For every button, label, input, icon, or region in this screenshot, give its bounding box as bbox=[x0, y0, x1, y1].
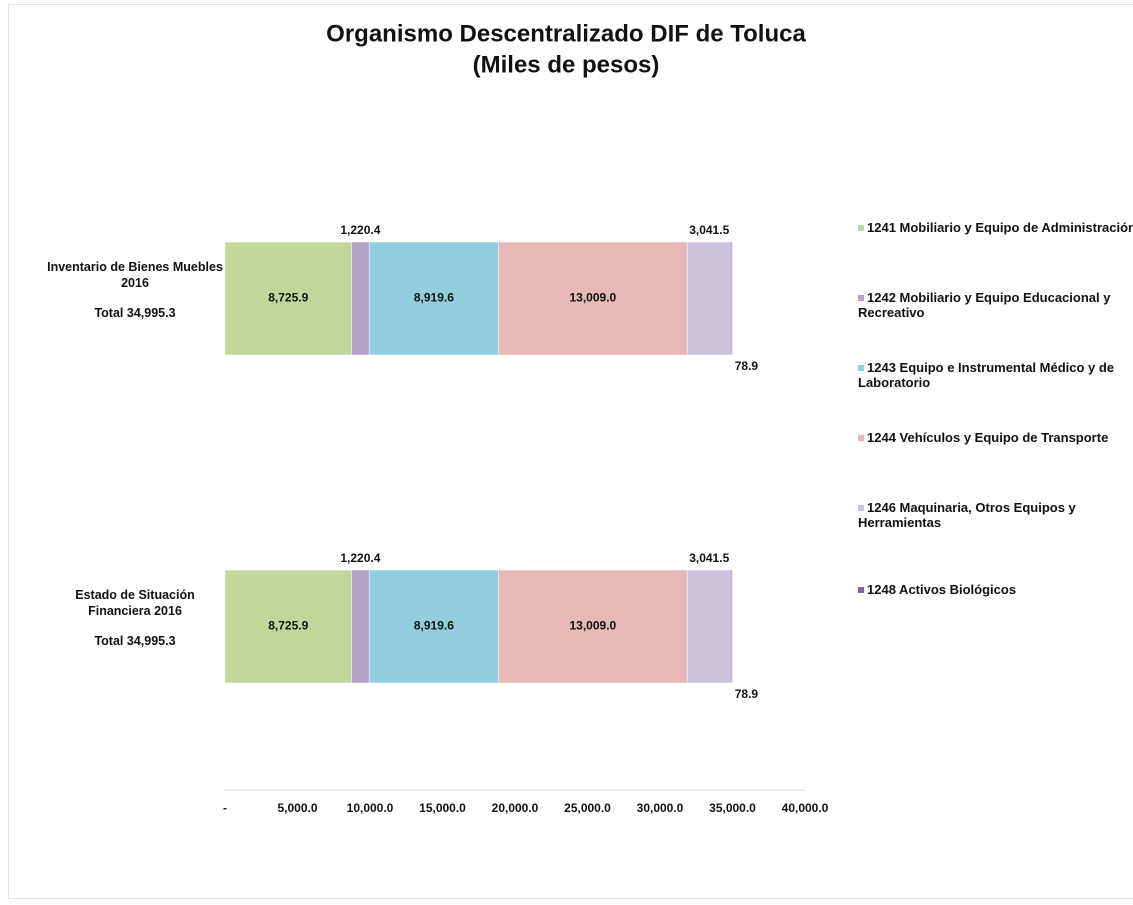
chart-title: Organismo Descentralizado DIF de Toluca bbox=[326, 20, 806, 47]
legend-item: 1241 Mobiliario y Equipo de Administraci… bbox=[858, 220, 1133, 235]
legend-swatch bbox=[858, 365, 864, 371]
chart-subtitle: (Miles de pesos) bbox=[473, 51, 660, 78]
x-tick-label: 35,000.0 bbox=[709, 801, 756, 815]
category-name: Inventario de Bienes Muebles 2016 bbox=[47, 259, 223, 290]
bar-segment bbox=[731, 569, 733, 684]
data-label: 78.9 bbox=[735, 687, 759, 701]
x-tick-label: 5,000.0 bbox=[277, 801, 317, 815]
x-tick-label: 30,000.0 bbox=[637, 801, 684, 815]
bar-segment bbox=[731, 241, 733, 356]
bar-segment bbox=[351, 241, 370, 356]
legend-swatch bbox=[858, 587, 864, 593]
data-label: 13,009.0 bbox=[570, 619, 617, 633]
data-label: 1,220.4 bbox=[340, 551, 380, 565]
legend-item: 1244 Vehículos y Equipo de Transporte bbox=[858, 430, 1133, 445]
x-tick-label: 15,000.0 bbox=[419, 801, 466, 815]
legend-label: 1248 Activos Biológicos bbox=[867, 582, 1017, 597]
data-label: 78.9 bbox=[735, 359, 759, 373]
bar-segment bbox=[351, 569, 370, 684]
category-name: Estado de Situación Financiera 2016 bbox=[75, 587, 195, 618]
data-label: 8,919.6 bbox=[414, 291, 454, 305]
bar-segment bbox=[686, 569, 732, 684]
legend-swatch bbox=[858, 505, 864, 511]
bar-segment bbox=[498, 241, 688, 356]
x-tick-label: - bbox=[223, 801, 227, 815]
data-label: 3,041.5 bbox=[689, 551, 729, 565]
data-label: 13,009.0 bbox=[570, 291, 617, 305]
bar-segment bbox=[368, 241, 499, 356]
legend-item: 1242 Mobiliario y Equipo Educacional y R… bbox=[858, 290, 1133, 320]
legend-label: 1244 Vehículos y Equipo de Transporte bbox=[867, 430, 1109, 445]
bar-segment bbox=[686, 241, 732, 356]
bar-segment bbox=[498, 569, 688, 684]
bar-segment bbox=[224, 569, 352, 684]
category-total: Total 34,995.3 bbox=[94, 633, 176, 648]
legend-label: 1242 Mobiliario y Equipo Educacional y R… bbox=[858, 290, 1111, 320]
category-label: Estado de Situación Financiera 2016 Total… bbox=[45, 587, 225, 649]
data-label: 1,220.4 bbox=[340, 223, 380, 237]
legend-item: 1243 Equipo e Instrumental Médico y de L… bbox=[858, 360, 1133, 390]
data-label: 8,919.6 bbox=[414, 619, 454, 633]
legend-label: 1241 Mobiliario y Equipo de Administraci… bbox=[867, 220, 1133, 235]
x-tick-label: 25,000.0 bbox=[564, 801, 611, 815]
bar-segment bbox=[224, 241, 352, 356]
legend-item: 1246 Maquinaria, Otros Equipos y Herrami… bbox=[858, 500, 1133, 530]
legend-label: 1246 Maquinaria, Otros Equipos y Herrami… bbox=[858, 500, 1076, 530]
legend-swatch bbox=[858, 225, 864, 231]
x-tick-label: 20,000.0 bbox=[492, 801, 539, 815]
legend-swatch bbox=[858, 295, 864, 301]
category-label: Inventario de Bienes Muebles 2016 Total 3… bbox=[45, 259, 225, 321]
data-label: 8,725.9 bbox=[268, 291, 308, 305]
legend-item: 1248 Activos Biológicos bbox=[858, 582, 1133, 597]
x-tick-label: 10,000.0 bbox=[347, 801, 394, 815]
data-label: 3,041.5 bbox=[689, 223, 729, 237]
data-label: 8,725.9 bbox=[268, 619, 308, 633]
legend-label: 1243 Equipo e Instrumental Médico y de L… bbox=[858, 360, 1115, 390]
chart-frame bbox=[8, 4, 1133, 899]
category-total: Total 34,995.3 bbox=[94, 305, 176, 320]
legend-swatch bbox=[858, 435, 864, 441]
x-tick-label: 40,000.0 bbox=[782, 801, 829, 815]
